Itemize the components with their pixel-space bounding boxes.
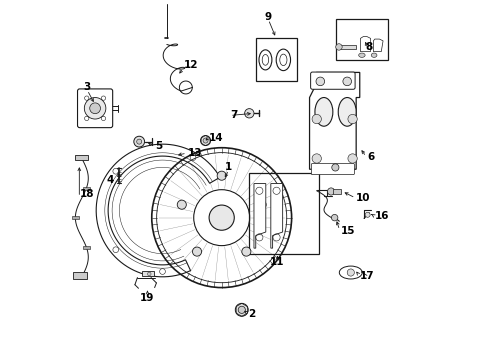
Circle shape	[312, 114, 321, 124]
Polygon shape	[254, 184, 266, 248]
Bar	[256, 39, 297, 81]
Polygon shape	[373, 39, 383, 51]
Bar	[83, 186, 90, 189]
Text: 5: 5	[155, 141, 163, 151]
Circle shape	[348, 114, 357, 124]
Circle shape	[327, 188, 335, 195]
Bar	[73, 272, 87, 279]
Circle shape	[193, 247, 201, 256]
Bar	[339, 45, 356, 49]
Circle shape	[347, 269, 354, 276]
Text: 8: 8	[365, 42, 372, 52]
Text: 2: 2	[248, 310, 256, 319]
Circle shape	[238, 306, 245, 314]
Circle shape	[316, 77, 324, 86]
Circle shape	[257, 200, 266, 209]
Circle shape	[134, 136, 145, 147]
Text: 1: 1	[225, 162, 232, 172]
Text: 19: 19	[140, 293, 155, 303]
Text: 15: 15	[341, 226, 355, 236]
Text: 14: 14	[209, 133, 224, 143]
Polygon shape	[361, 37, 370, 51]
Text: 18: 18	[79, 189, 94, 199]
Text: 3: 3	[84, 82, 91, 92]
Text: 11: 11	[270, 257, 285, 267]
Bar	[142, 271, 153, 276]
Ellipse shape	[339, 266, 362, 279]
Text: 6: 6	[367, 152, 374, 162]
FancyBboxPatch shape	[77, 89, 113, 128]
Circle shape	[348, 154, 357, 163]
Text: 7: 7	[231, 111, 238, 121]
FancyBboxPatch shape	[311, 72, 355, 89]
Text: 16: 16	[375, 211, 390, 221]
Polygon shape	[310, 72, 360, 169]
Text: 12: 12	[184, 60, 198, 70]
Circle shape	[217, 171, 226, 180]
Ellipse shape	[338, 98, 356, 126]
Bar	[248, 173, 318, 253]
Circle shape	[332, 164, 339, 171]
Ellipse shape	[371, 53, 377, 57]
Circle shape	[245, 109, 254, 118]
Text: 10: 10	[356, 193, 370, 203]
Text: 4: 4	[107, 175, 114, 185]
Bar	[83, 246, 90, 249]
Polygon shape	[271, 184, 283, 248]
Circle shape	[242, 247, 251, 256]
Text: 17: 17	[360, 271, 374, 281]
Ellipse shape	[315, 98, 333, 126]
Circle shape	[365, 212, 370, 217]
Text: 9: 9	[265, 12, 272, 22]
Text: 13: 13	[188, 148, 202, 158]
FancyBboxPatch shape	[311, 163, 354, 175]
Bar	[337, 19, 389, 60]
Circle shape	[90, 103, 100, 114]
Circle shape	[331, 215, 338, 221]
Circle shape	[177, 200, 186, 209]
Circle shape	[312, 154, 321, 163]
Circle shape	[200, 135, 211, 145]
Circle shape	[137, 139, 142, 144]
Circle shape	[343, 77, 351, 86]
Circle shape	[84, 98, 106, 119]
Bar	[74, 154, 88, 160]
Circle shape	[147, 272, 151, 276]
Circle shape	[209, 205, 234, 230]
Bar	[72, 216, 79, 219]
Polygon shape	[96, 144, 220, 277]
Circle shape	[235, 303, 248, 316]
Ellipse shape	[359, 53, 365, 57]
Circle shape	[336, 44, 342, 50]
Bar	[333, 189, 341, 194]
Circle shape	[203, 138, 208, 143]
